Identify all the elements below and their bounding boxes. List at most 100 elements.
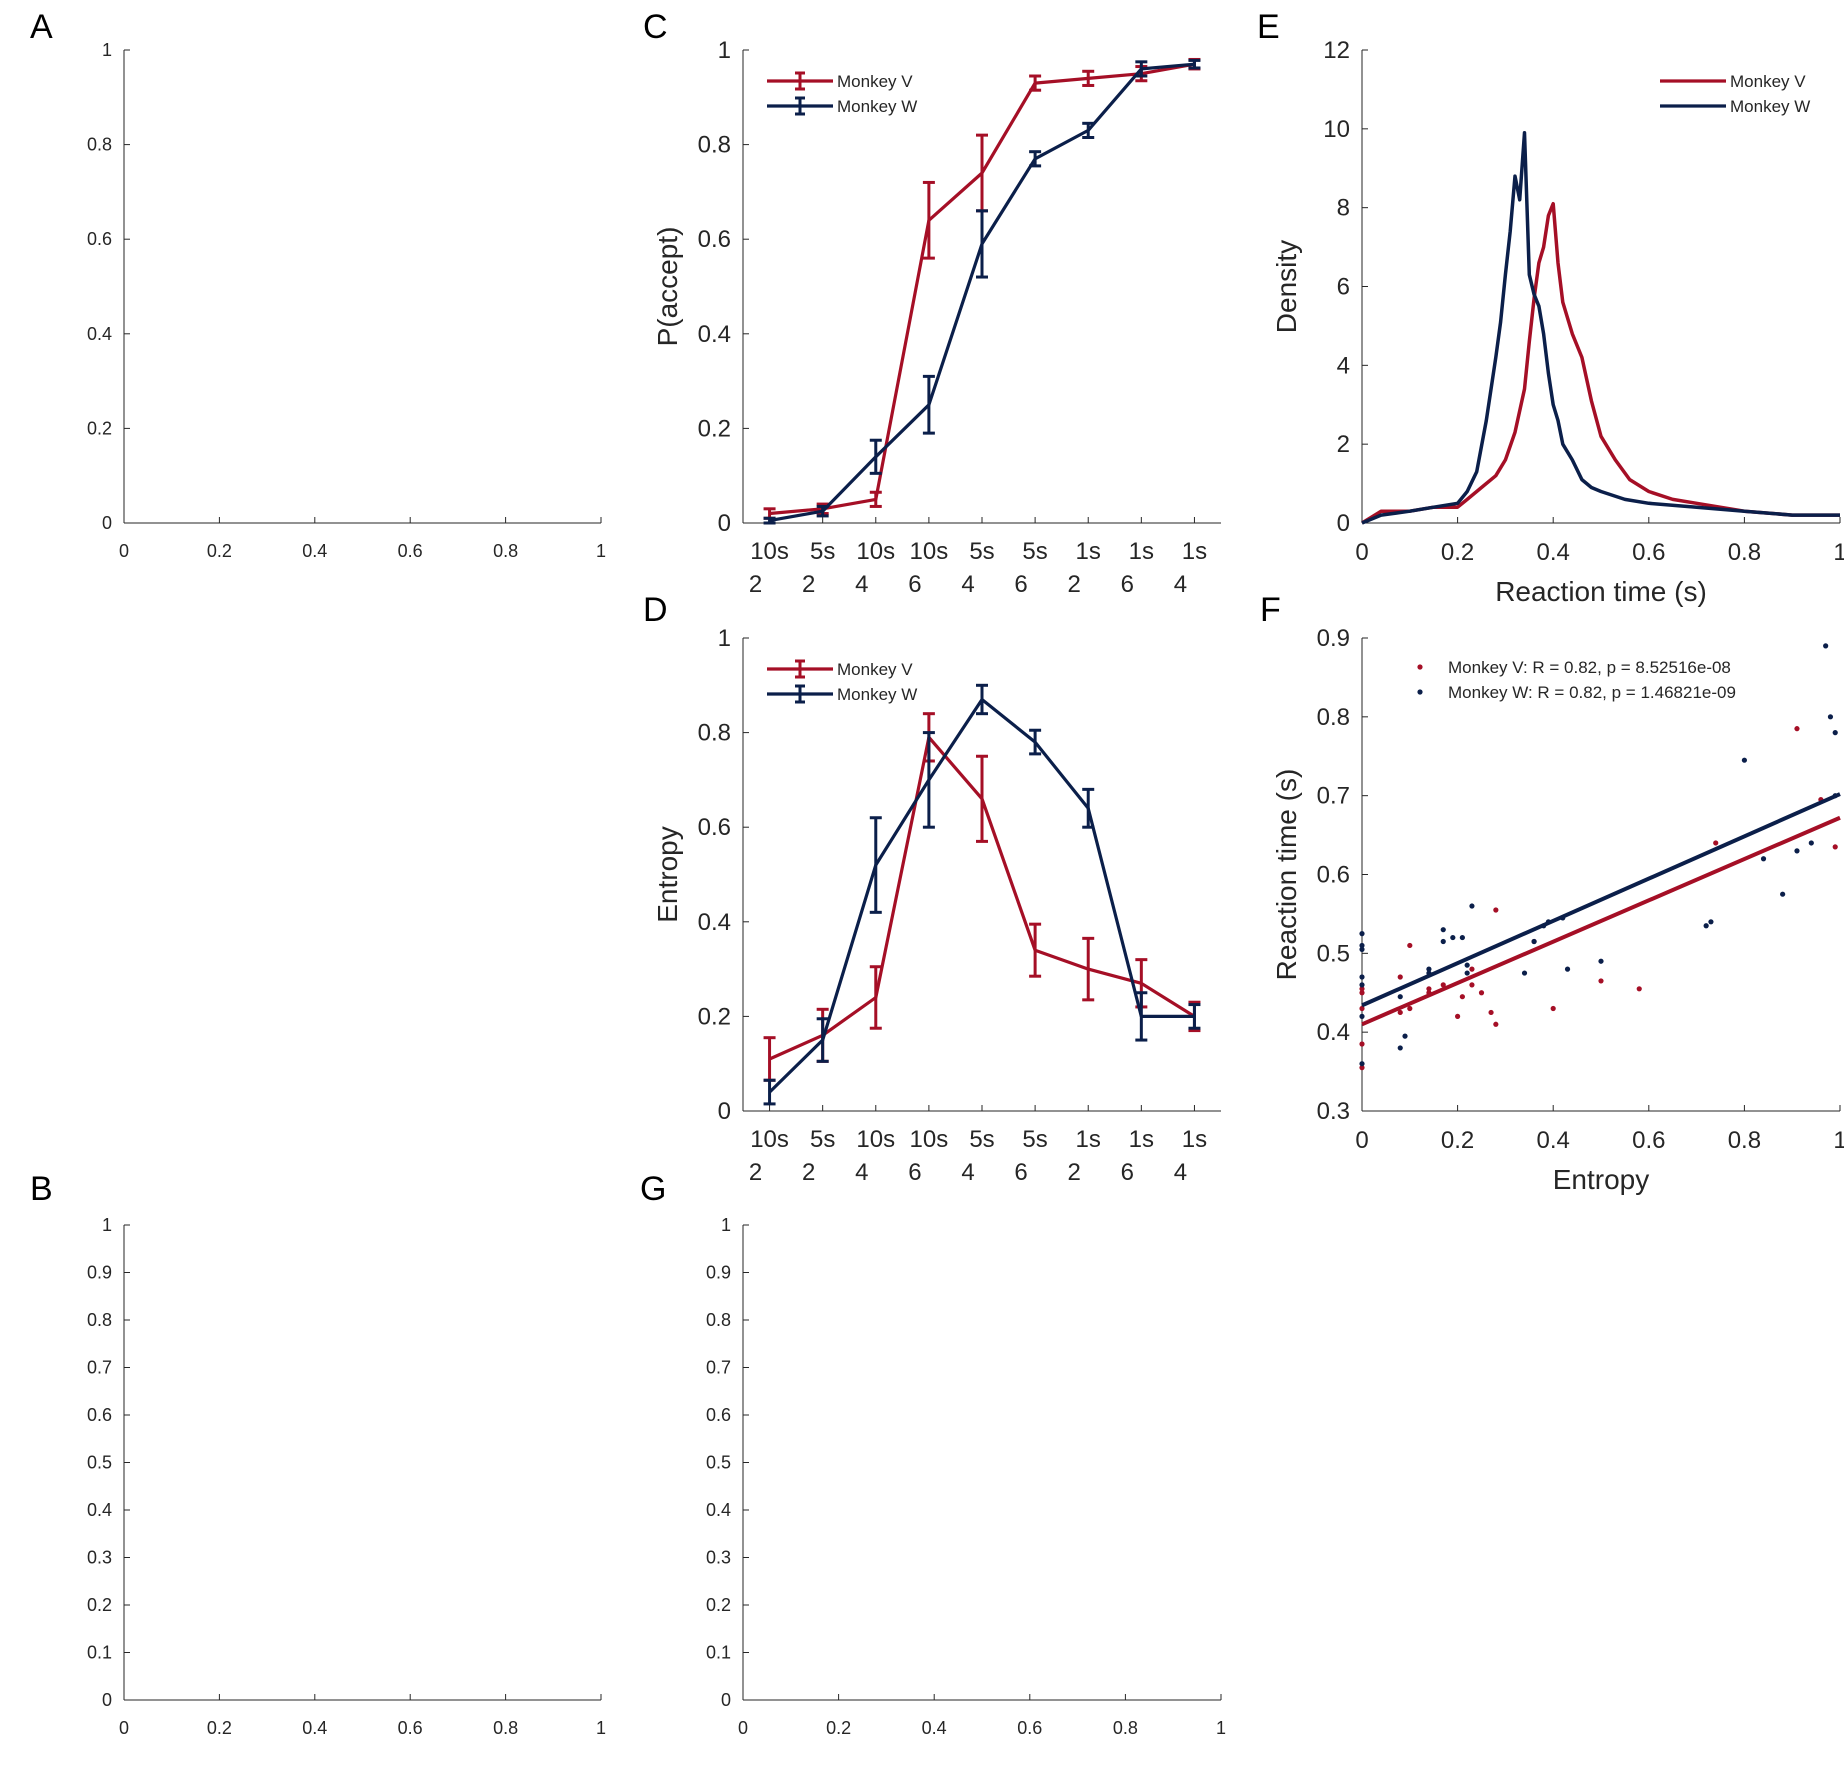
y-tick-label: 0.5 <box>1317 940 1350 967</box>
x-tick-label: 0.4 <box>302 541 327 561</box>
x-tick-label: 0.2 <box>826 1718 851 1738</box>
x-tick-label-line1: 10s <box>750 538 789 565</box>
x-tick-label: 1 <box>1216 1718 1226 1738</box>
y-axis-label: Density <box>1271 240 1302 333</box>
x-tick-label: 0.6 <box>1632 1127 1665 1154</box>
x-tick-label-line1: 5s <box>1022 1126 1047 1153</box>
x-tick-label-line1: 10s <box>910 1126 949 1153</box>
y-tick-label: 0.4 <box>698 909 731 936</box>
x-tick-label: 0.4 <box>302 1718 327 1738</box>
x-tick-label-line2: 2 <box>749 571 762 598</box>
x-tick-label: 1 <box>1833 1127 1844 1154</box>
x-tick-label-line1: 10s <box>856 538 895 565</box>
x-tick-label: 0.6 <box>1632 539 1665 566</box>
panel-a: A 0 0.2 0.4 0.6 0.8 1 0 0.2 0.4 0.6 0.8 1 <box>30 8 606 561</box>
plot-f: 0.3 0.4 0.5 0.6 0.7 0.8 0.9 0 0.2 0.4 0.6 0.8 1 Entro… <box>1271 625 1844 1195</box>
data-point <box>1808 840 1814 846</box>
y-axis-label: Entropy <box>652 826 683 923</box>
x-tick-label: 0.8 <box>1728 1127 1761 1154</box>
series-line <box>769 62 1195 516</box>
x-axis-label: Reaction time (s) <box>1495 576 1707 607</box>
plot-d: 0 0.2 0.4 0.6 0.8 1 10s 2 5s 2 10s 4 10s 6 5s 4 5s 6 1s 2 1s… <box>652 625 1221 1186</box>
y-tick-label: 2 <box>1337 431 1350 458</box>
data-point <box>1402 1033 1408 1039</box>
regression-line <box>1361 792 1841 1008</box>
y-tick-label: 0.2 <box>698 1003 731 1030</box>
data-point <box>1478 990 1485 996</box>
data-point <box>1440 938 1446 945</box>
axes-f <box>1361 637 1841 1112</box>
data-point <box>1464 970 1470 976</box>
x-tick-label-line1: 5s <box>810 1126 835 1153</box>
x-tick-label-line1: 1s <box>1182 1126 1207 1153</box>
axes-c <box>742 49 1221 524</box>
x-tick-label-line1: 10s <box>856 1126 895 1153</box>
x-tick-label: 0.4 <box>1537 539 1570 566</box>
y-tick-label: 0.8 <box>698 720 731 747</box>
y-tick-label: 0.3 <box>87 1548 112 1568</box>
x-tick-label-line2: 6 <box>1121 1159 1134 1186</box>
x-tick-label: 0 <box>1355 539 1368 566</box>
y-tick-label: 0.7 <box>706 1358 731 1378</box>
series-monkey-v <box>763 712 1201 1082</box>
data-point <box>1455 1013 1461 1020</box>
data-point <box>1464 962 1470 968</box>
panel-letter-c: C <box>643 8 668 46</box>
x-tick-label-line2: 4 <box>961 571 974 598</box>
data-point <box>1780 891 1786 897</box>
y-tick-label: 1 <box>718 625 731 652</box>
x-tick-label: 0.2 <box>207 1718 232 1738</box>
x-axis-label: Entropy <box>1553 1164 1650 1195</box>
series-monkey-w <box>1361 131 1840 525</box>
data-point <box>1359 931 1365 937</box>
data-point <box>1459 994 1465 1000</box>
x-tick-label-line1: 5s <box>969 538 994 565</box>
y-axis-label: Reaction time (s) <box>1271 769 1302 981</box>
series-monkey-v-r-0-82-p-8-52516e-08 <box>1359 726 1841 1071</box>
data-point <box>1636 986 1642 992</box>
data-point <box>1397 994 1403 1000</box>
x-tick-label: 0.8 <box>493 541 518 561</box>
x-tick-label-line2: 6 <box>1014 1159 1027 1186</box>
x-tick-label-line2: 6 <box>908 571 921 598</box>
x-tick-label-line2: 6 <box>1121 571 1134 598</box>
y-tick-label: 0 <box>718 1098 731 1125</box>
legend-e: Monkey V Monkey W <box>1660 72 1810 116</box>
x-tick-label: 0.2 <box>1441 539 1474 566</box>
axes-b <box>123 1224 602 1701</box>
y-tick-label: 0.5 <box>706 1453 731 1473</box>
y-axis-label: P(accept) <box>652 227 683 347</box>
y-tick-label: 12 <box>1323 37 1350 64</box>
y-tick-label: 0.2 <box>698 415 731 442</box>
y-tick-label: 0.8 <box>87 1310 112 1330</box>
data-point <box>1469 982 1475 988</box>
y-tick-label: 0.2 <box>87 1595 112 1615</box>
plot-b: 0 0.1 0.2 0.3 0.4 0.5 0.6 0.7 0.8 0.9 1 0 0.2 0.4 0.6 0… <box>87 1215 606 1738</box>
panel-b: B 0 0.1 0.2 0.3 0.4 0.5 0.6 0.7 0.8 0.9 1 0 0.2 0.4 0.… <box>30 1170 606 1738</box>
y-tick-label: 0.1 <box>706 1643 731 1663</box>
data-point <box>1397 1009 1403 1016</box>
y-tick-label: 0.6 <box>87 229 112 249</box>
plot-g: 0 0.1 0.2 0.3 0.4 0.5 0.6 0.7 0.8 0.9 1 0 0.2 0.4 0.6 0… <box>706 1215 1226 1738</box>
data-point <box>1823 643 1829 649</box>
x-tick-label-line1: 1s <box>1129 1126 1154 1153</box>
y-tick-label: 0.3 <box>1317 1098 1350 1125</box>
data-point <box>1827 714 1834 720</box>
x-tick-label: 0.4 <box>1537 1127 1570 1154</box>
y-tick-label: 8 <box>1337 195 1350 222</box>
y-tick-label: 0.4 <box>87 1500 112 1520</box>
y-tick-label: 0.9 <box>87 1263 112 1283</box>
panel-g: G 0 0.1 0.2 0.3 0.4 0.5 0.6 0.7 0.8 0.9 1 0 0.2 0.4 0.… <box>640 1170 1226 1738</box>
plot-a: 0 0.2 0.4 0.6 0.8 1 0 0.2 0.4 0.6 0.8 1 <box>87 40 606 561</box>
legend-label: Monkey V <box>837 660 913 679</box>
y-tick-label: 0.5 <box>87 1453 112 1473</box>
legend-label: Monkey W <box>837 685 917 704</box>
data-point <box>1488 1009 1494 1016</box>
x-tick-label: 0 <box>738 1718 748 1738</box>
y-tick-label: 0.9 <box>706 1263 731 1283</box>
y-tick-label: 0.4 <box>698 321 731 348</box>
x-tick-label: 0 <box>1355 1127 1368 1154</box>
series-monkey-v <box>1361 201 1840 525</box>
y-tick-label: 0.2 <box>706 1595 731 1615</box>
